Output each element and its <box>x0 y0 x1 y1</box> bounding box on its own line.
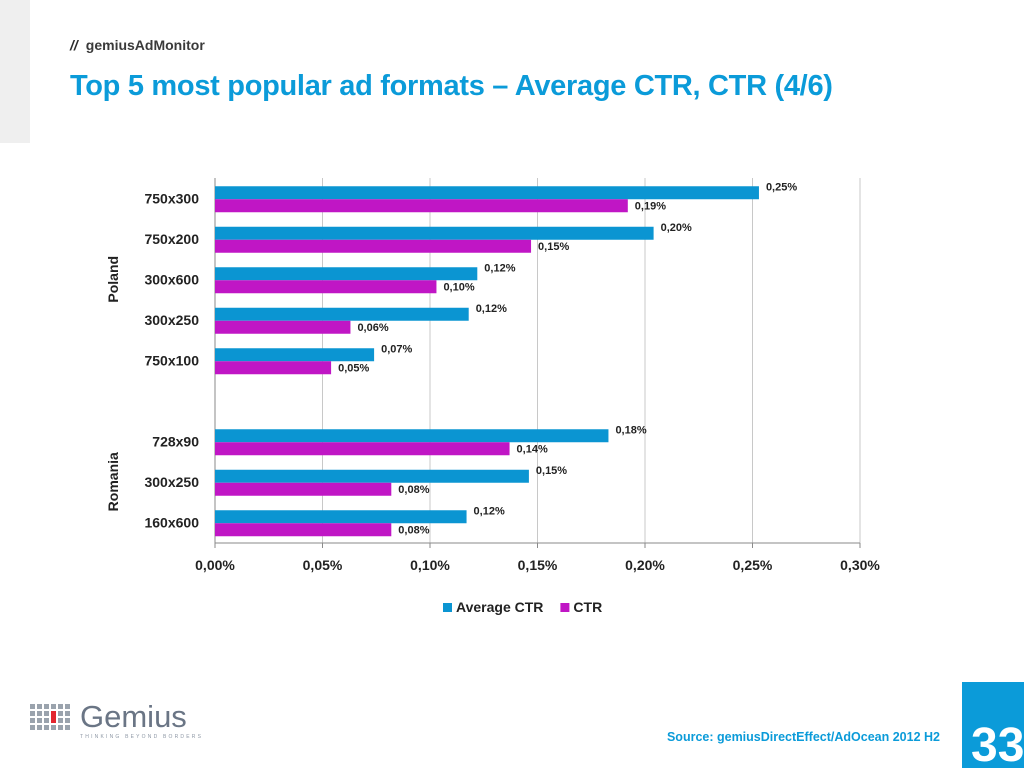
data-label: 0,12% <box>474 505 505 517</box>
data-label: 0,06% <box>357 322 388 334</box>
bar-average-ctr <box>215 186 759 200</box>
category-label: 750x300 <box>144 190 199 206</box>
x-tick-label: 0,05% <box>303 557 343 573</box>
logo-wordmark: Gemius <box>80 699 187 734</box>
x-tick-label: 0,00% <box>195 557 235 573</box>
x-tick-label: 0,10% <box>410 557 450 573</box>
bar-ctr <box>215 482 392 496</box>
x-tick-label: 0,20% <box>625 557 665 573</box>
category-label: 728x90 <box>152 433 199 449</box>
source-note: Source: gemiusDirectEffect/AdOcean 2012 … <box>666 730 940 744</box>
data-label: 0,25% <box>766 181 797 193</box>
x-tick-label: 0,25% <box>733 557 773 573</box>
gemius-logo-icon <box>30 704 70 730</box>
bar-average-ctr <box>215 469 529 483</box>
bar-average-ctr <box>215 307 469 321</box>
page-number-box: 33 <box>962 682 1024 768</box>
legend-swatch <box>560 603 570 612</box>
data-label: 0,20% <box>661 222 692 234</box>
legend-label: CTR <box>573 599 602 615</box>
bar-ctr <box>215 361 332 375</box>
data-label: 0,08% <box>398 484 429 496</box>
data-label: 0,18% <box>615 424 646 436</box>
category-label: 300x600 <box>144 271 199 287</box>
group-label-romania: Romania <box>105 452 121 511</box>
logo-tagline: THINKING BEYOND BORDERS <box>80 734 204 740</box>
data-label: 0,10% <box>443 281 474 293</box>
category-label: 300x250 <box>144 312 199 328</box>
legend-swatch <box>443 603 452 612</box>
data-label: 0,19% <box>635 200 666 212</box>
data-label: 0,12% <box>484 262 515 274</box>
bar-ctr <box>215 442 510 456</box>
x-tick-label: 0,30% <box>840 557 880 573</box>
data-label: 0,15% <box>536 465 567 477</box>
left-accent-strip <box>0 0 30 143</box>
page-title: Top 5 most popular ad formats – Average … <box>70 70 833 102</box>
category-label: 160x600 <box>144 514 199 530</box>
header-brand: // gemiusAdMonitor <box>70 37 205 53</box>
bar-ctr <box>215 523 392 537</box>
data-label: 0,08% <box>398 524 429 536</box>
category-label: 300x250 <box>144 474 199 490</box>
bar-ctr <box>215 199 628 213</box>
data-label: 0,14% <box>517 443 548 455</box>
data-label: 0,15% <box>538 241 569 253</box>
data-label: 0,07% <box>381 343 412 355</box>
header-slashes: // <box>70 37 78 53</box>
group-label-poland: Poland <box>105 256 121 303</box>
data-label: 0,05% <box>338 362 369 374</box>
bar-ctr <box>215 280 437 294</box>
bar-average-ctr <box>215 226 654 240</box>
bar-average-ctr <box>215 267 478 281</box>
bar-average-ctr <box>215 510 467 524</box>
legend-label: Average CTR <box>456 599 543 615</box>
page-number: 33 <box>971 719 1024 768</box>
bar-average-ctr <box>215 429 609 443</box>
bar-average-ctr <box>215 348 375 362</box>
bar-ctr <box>215 320 351 334</box>
header-brand-name: gemiusAdMonitor <box>85 37 205 53</box>
x-tick-label: 0,15% <box>518 557 558 573</box>
data-label: 0,12% <box>476 303 507 315</box>
category-label: 750x100 <box>144 352 199 368</box>
bar-ctr <box>215 239 532 253</box>
category-label: 750x200 <box>144 231 199 247</box>
